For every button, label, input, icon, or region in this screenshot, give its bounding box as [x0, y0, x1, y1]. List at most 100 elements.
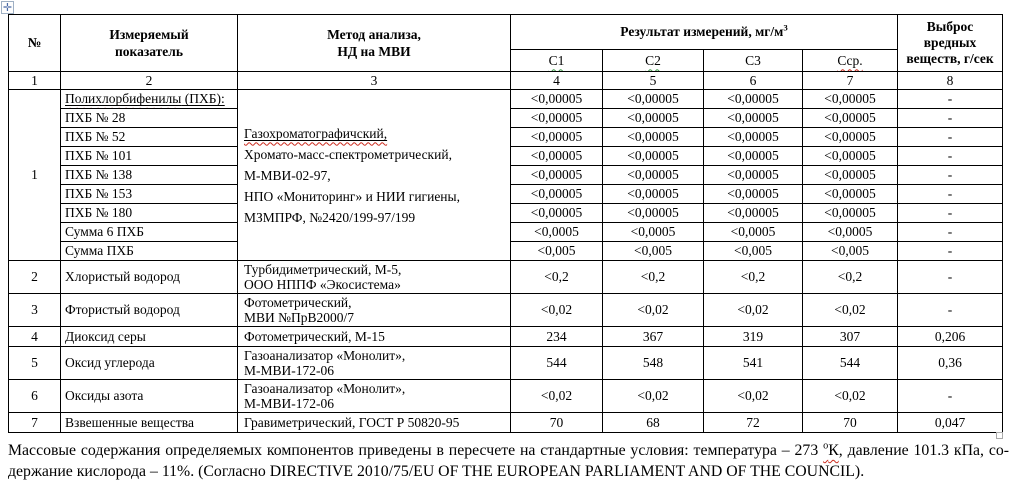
table-row: 3 Фтористый водород Фотометрический, МВИ №П… [8, 293, 1004, 327]
numbering-cell: 7 [801, 71, 899, 90]
numbering-cell: 8 [897, 71, 1004, 90]
method-line: М-МВИ-172-06 [244, 396, 334, 411]
row-number-cell: 1 [8, 89, 61, 261]
result-cell: <0,00005 [801, 203, 899, 223]
method-cell: Фотометрический, М-15 [237, 326, 511, 347]
emission-cell: - [897, 108, 1004, 128]
col-header-emission: Выброс вредных веществ, г/сек [897, 14, 1004, 72]
method-cell: Газоанализатор «Монолит», М-МВИ-172-06 [237, 379, 511, 413]
result-cell: <0,2 [602, 260, 704, 294]
result-cell: 319 [703, 326, 803, 347]
result-cell: <0,02 [801, 293, 899, 327]
method-cell: Турбидиметрический, М-5, ООО НППФ «Экосис… [237, 260, 511, 294]
method-line: НПО «Мониторинг» и НИИ гигиены, [244, 188, 460, 204]
method-line: ООО НППФ «Экосистема» [244, 277, 401, 292]
result-cell: <0,00005 [602, 165, 704, 185]
table-row: 6 Оксиды азота Газоанализатор «Монолит», М-… [8, 379, 1004, 413]
col-header-emission-line3: веществ, г/сек [906, 51, 994, 66]
footnote-temperature-unit: оК [823, 440, 839, 459]
table-move-handle-icon[interactable]: ✛ [1, 1, 14, 14]
result-cell: <0,0005 [602, 222, 704, 242]
col-header-results: Результат измерений, мг/м3 [509, 14, 899, 50]
table-row: ПХБ № 153 <0,00005 <0,00005 <0,00005 <0,0000… [9, 184, 1004, 204]
result-cell: <0,00005 [801, 184, 899, 204]
table-row: 1 Полихлорбифенилы (ПХБ): Газохроматографи… [8, 89, 1004, 261]
footnote-line1: Массовые содержания определяемых компоне… [8, 440, 1009, 461]
indicator-cell: Сумма ПХБ [60, 241, 238, 261]
indicator-cell: Оксид углерода [60, 346, 238, 380]
col-header-c3: С3 [703, 49, 803, 72]
result-cell: <0,00005 [703, 108, 803, 128]
result-cell: 541 [703, 346, 803, 380]
indicator-cell: ПХБ № 28 [60, 108, 238, 128]
method-line: Гравиметрический, ГОСТ Р 50820-95 [244, 414, 460, 430]
result-cell: 307 [801, 326, 899, 347]
indicator-cell: Диоксид серы [60, 326, 238, 347]
method-cell: Фотометрический, МВИ №ПрВ2000/7 [237, 293, 511, 327]
emission-cell: - [897, 222, 1004, 242]
table-resize-handle[interactable] [996, 432, 1003, 439]
result-cell: <0,00005 [510, 184, 603, 204]
result-cell: <0,00005 [801, 127, 899, 147]
result-cell: <0,00005 [703, 165, 803, 185]
result-cell: <0,005 [801, 241, 899, 261]
col-header-c1: С1 [510, 49, 603, 72]
emission-cell: 0,047 [897, 412, 1004, 433]
header-row-main: № Измеряемый показатель Метод анализа, Н… [8, 14, 1004, 72]
result-cell: <0,2 [510, 260, 603, 294]
underlined-text: Газохроматографичский, [244, 126, 387, 141]
method-cell: Гравиметрический, ГОСТ Р 50820-95 [237, 412, 511, 433]
emission-cell: - [897, 293, 1004, 327]
measurements-table: № Измеряемый показатель Метод анализа, Н… [8, 14, 1004, 433]
indicator-cell: ПХБ № 101 [60, 146, 238, 166]
row-number-cell: 5 [8, 346, 61, 380]
col-header-indicator-line1: Измеряемый [109, 27, 189, 42]
result-cell: <0,00005 [801, 146, 899, 166]
result-cell: 68 [602, 412, 704, 433]
result-cell: <0,005 [602, 241, 704, 261]
indicator-cell: ПХБ № 138 [60, 165, 238, 185]
result-cell: <0,00005 [602, 89, 704, 109]
emission-cell: - [897, 146, 1004, 166]
result-cell: <0,00005 [602, 184, 704, 204]
emission-cell: - [897, 184, 1004, 204]
result-cell: <0,005 [703, 241, 803, 261]
degree-sup: о [823, 440, 829, 452]
result-cell: <0,02 [703, 293, 803, 327]
col-header-csr: Сср. [801, 49, 899, 72]
table-row: ПХБ № 138 <0,00005 <0,00005 <0,00005 <0,0000… [9, 165, 1004, 185]
emission-cell: - [897, 165, 1004, 185]
result-cell: <0,00005 [510, 127, 603, 147]
result-cell: <0,2 [801, 260, 899, 294]
result-cell: <0,00005 [510, 165, 603, 185]
indicator-cell: Полихлорбифенилы (ПХБ): [60, 89, 238, 109]
numbering-cell: 2 [60, 71, 238, 90]
indicator-cell: Взвешенные вещества [60, 412, 238, 433]
method-line: Фотометрический, М-15 [244, 328, 385, 344]
emission-cell: 0,36 [897, 346, 1004, 380]
emission-cell: - [897, 379, 1004, 413]
result-cell: <0,00005 [602, 146, 704, 166]
results-title: Результат измерений, мг/м [620, 24, 784, 39]
result-cell: <0,02 [602, 293, 704, 327]
table-row: 7 Взвешенные вещества Гравиметрический, ГО… [8, 412, 1004, 433]
emission-cell: 0,206 [897, 326, 1004, 347]
footnote-line2: держание кислорода – 11%. (Согласно DIRE… [8, 463, 865, 480]
result-cell: 70 [801, 412, 899, 433]
method-line: МЗМПРФ, №2420/199-97/199 [244, 209, 416, 225]
numbering-cell: 5 [602, 71, 704, 90]
row-number-cell: 3 [8, 293, 61, 327]
table-row: ПХБ № 28 <0,00005 <0,00005 <0,00005 <0,00005… [9, 108, 1004, 128]
table-row: Сумма ПХБ <0,005 <0,005 <0,005 <0,005- [9, 241, 1004, 261]
result-cell: <0,00005 [602, 127, 704, 147]
method-cell: Газоанализатор «Монолит», М-МВИ-172-06 [237, 346, 511, 380]
numbering-cell: 3 [237, 71, 511, 90]
method-line: Газохроматографичский, [244, 123, 507, 144]
indicator-cell: Хлористый водород [60, 260, 238, 294]
row-number-cell: 2 [8, 260, 61, 294]
result-cell: <0,02 [703, 379, 803, 413]
numbering-cell: 4 [510, 71, 603, 90]
method-line: М-МВИ-172-06 [244, 363, 334, 378]
col-header-emission-line1: Выброс [926, 19, 974, 34]
